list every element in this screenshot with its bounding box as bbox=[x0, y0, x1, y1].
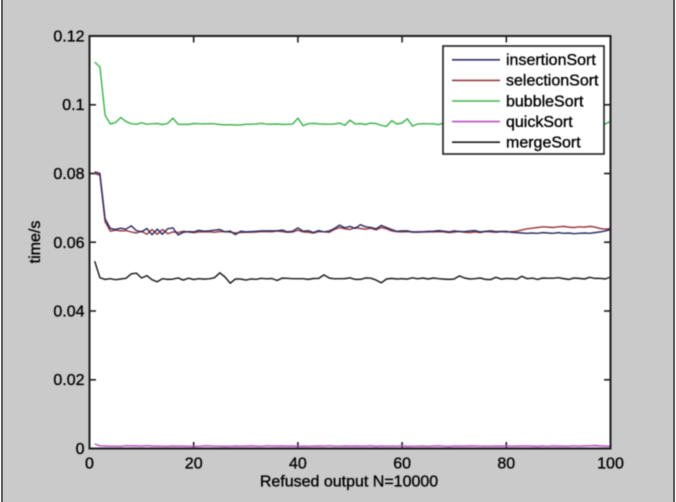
svg-text:100: 100 bbox=[597, 456, 624, 473]
svg-text:80: 80 bbox=[497, 456, 515, 473]
svg-text:0.06: 0.06 bbox=[53, 235, 84, 252]
svg-text:60: 60 bbox=[393, 456, 411, 473]
svg-text:Refused output N=10000: Refused output N=10000 bbox=[260, 474, 438, 491]
svg-text:0: 0 bbox=[85, 456, 94, 473]
svg-text:mergeSort: mergeSort bbox=[506, 135, 581, 152]
svg-text:0.1: 0.1 bbox=[62, 97, 84, 114]
svg-text:selectionSort: selectionSort bbox=[506, 73, 599, 90]
svg-text:bubbleSort: bubbleSort bbox=[506, 93, 584, 110]
svg-text:20: 20 bbox=[185, 456, 203, 473]
svg-text:0.12: 0.12 bbox=[53, 29, 84, 46]
svg-text:0: 0 bbox=[76, 441, 85, 458]
svg-text:0.04: 0.04 bbox=[53, 304, 84, 321]
svg-text:40: 40 bbox=[289, 456, 307, 473]
svg-text:insertionSort: insertionSort bbox=[506, 52, 596, 69]
svg-text:0.08: 0.08 bbox=[53, 166, 84, 183]
svg-text:quickSort: quickSort bbox=[506, 114, 573, 131]
svg-text:0.02: 0.02 bbox=[53, 372, 84, 389]
svg-text:time/s: time/s bbox=[27, 221, 44, 264]
